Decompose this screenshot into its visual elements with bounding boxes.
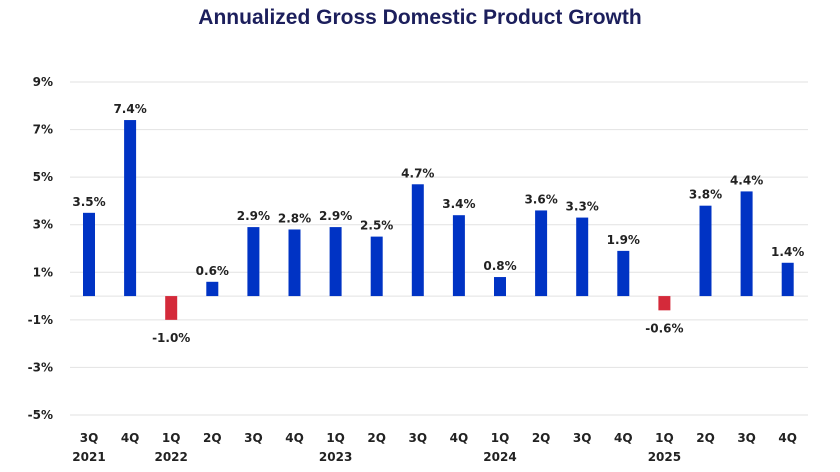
data-label: 3.8%: [689, 188, 722, 202]
data-label: 1.9%: [607, 233, 640, 247]
bar: [699, 205, 712, 297]
y-tick-label: 1%: [33, 265, 53, 279]
bar: [124, 120, 137, 297]
x-year-label: 2022: [154, 450, 187, 464]
data-label: 3.6%: [524, 192, 557, 206]
bar: [781, 262, 794, 297]
x-tick-label: 4Q: [778, 431, 797, 445]
data-label: 3.5%: [72, 195, 105, 209]
chart-title: Annualized Gross Domestic Product Growth: [198, 6, 642, 29]
x-tick-label: 3Q: [737, 431, 756, 445]
data-label: 2.9%: [237, 209, 270, 223]
bar: [247, 227, 260, 297]
x-tick-label: 4Q: [614, 431, 633, 445]
data-label: 2.5%: [360, 219, 393, 233]
data-label: -0.6%: [645, 321, 683, 335]
x-tick-label: 2Q: [696, 431, 715, 445]
x-tick-label: 2Q: [532, 431, 551, 445]
bar: [83, 212, 95, 297]
x-tick-label: 1Q: [655, 431, 674, 445]
x-tick-label: 2Q: [367, 431, 386, 445]
x-year-label: 2025: [648, 450, 681, 464]
x-tick-label: 1Q: [162, 431, 181, 445]
x-tick-label: 2Q: [203, 431, 222, 445]
bar: [411, 184, 424, 297]
y-tick-label: 3%: [33, 218, 53, 232]
x-tick-label: 3Q: [573, 431, 592, 445]
x-tick-label: 3Q: [80, 431, 99, 445]
bar: [370, 236, 383, 297]
data-label: 0.8%: [483, 259, 516, 273]
data-label: 3.4%: [442, 197, 475, 211]
y-tick-label: 9%: [33, 75, 53, 89]
bar: [452, 215, 465, 297]
data-label: -1.0%: [152, 331, 190, 345]
y-tick-label: -3%: [28, 360, 53, 374]
bar: [288, 229, 301, 297]
x-tick-label: 4Q: [121, 431, 140, 445]
bar: [740, 191, 753, 297]
data-label: 1.4%: [771, 245, 804, 259]
bar: [165, 296, 178, 320]
data-label: 0.6%: [196, 264, 229, 278]
x-tick-label: 1Q: [491, 431, 510, 445]
x-tick-label: 1Q: [326, 431, 345, 445]
y-tick-label: -5%: [28, 408, 53, 422]
x-tick-label: 3Q: [409, 431, 428, 445]
data-label: 2.8%: [278, 211, 311, 225]
x-tick-label: 4Q: [285, 431, 304, 445]
y-tick-label: 7%: [33, 123, 53, 137]
x-year-label: 2021: [72, 450, 105, 464]
x-tick-label: 4Q: [450, 431, 469, 445]
y-tick-label: 5%: [33, 170, 53, 184]
bar: [576, 217, 589, 297]
x-year-label: 2024: [483, 450, 516, 464]
y-tick-label: -1%: [28, 313, 53, 327]
data-label: 4.7%: [401, 166, 434, 180]
bar: [206, 281, 219, 297]
data-label: 7.4%: [113, 102, 146, 116]
x-tick-label: 3Q: [244, 431, 263, 445]
bar: [494, 277, 506, 297]
bar: [658, 296, 671, 311]
bar: [535, 210, 548, 297]
data-label: 4.4%: [730, 173, 763, 187]
data-label: 3.3%: [566, 200, 599, 214]
data-label: 2.9%: [319, 209, 352, 223]
x-year-label: 2023: [319, 450, 352, 464]
bar: [329, 227, 342, 297]
bar: [617, 250, 630, 297]
